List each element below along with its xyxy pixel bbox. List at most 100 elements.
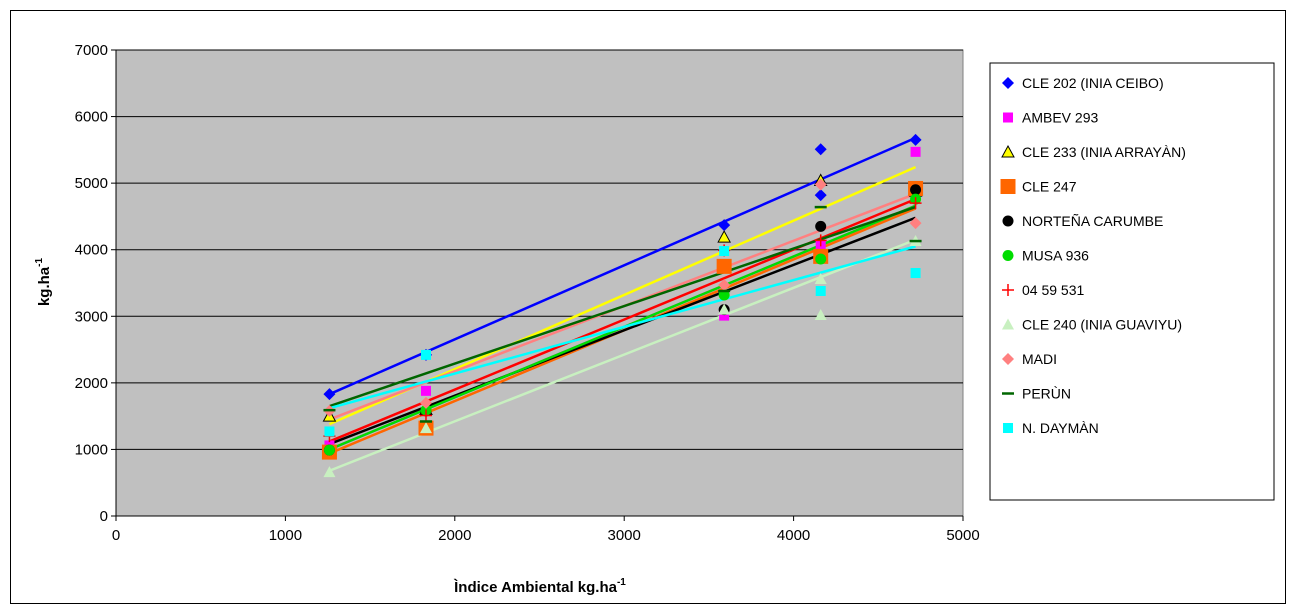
point-s8-2: [718, 278, 731, 291]
legend-label-10: N. DAYMÀN: [1022, 420, 1099, 436]
y-tick-label-7: 7000: [75, 42, 108, 59]
point-s1-4-shape: [910, 146, 921, 157]
point-s10-4-shape: [910, 268, 921, 279]
legend-marker-6: [1002, 284, 1014, 296]
point-s8-4-shape: [909, 217, 922, 230]
legend-marker-4: [1002, 215, 1014, 227]
legend-marker-1-shape: [1003, 112, 1013, 123]
legend-marker-0: [1002, 77, 1014, 89]
point-s1-1: [421, 385, 432, 396]
point-s5-3-shape: [815, 253, 827, 265]
legend-marker-3: [1000, 179, 1016, 194]
point-s0-4-shape: [909, 133, 922, 146]
point-s1-4: [910, 146, 921, 157]
y-tick-label-0: 0: [100, 508, 108, 525]
point-s7-1: [420, 422, 433, 434]
y-tick-label-5: 5000: [75, 175, 108, 192]
legend-marker-7-shape: [1002, 318, 1014, 330]
x-tick-label-1: 1000: [269, 527, 302, 544]
legend-label-7: CLE 240 (INIA GUAVIYU): [1022, 317, 1182, 333]
point-s7-0: [323, 466, 336, 478]
legend-label-3: CLE 247: [1022, 179, 1077, 195]
legend-marker-10: [1003, 423, 1013, 433]
point-s2-2: [717, 230, 731, 243]
legend-marker-2-shape: [1001, 144, 1015, 158]
legend-marker-7: [1002, 318, 1014, 330]
legend-marker-5-shape: [1002, 250, 1014, 261]
point-s1-2: [719, 310, 730, 321]
legend: CLE 202 (INIA CEIBO) AMBEV 293 CLE 233 (IN…: [989, 62, 1275, 501]
point-s5-3: [815, 253, 827, 265]
legend-marker-10-shape: [1003, 423, 1013, 433]
y-tick-label-3: 3000: [75, 308, 108, 325]
legend-marker-5: [1002, 250, 1014, 261]
point-s6-3: [814, 234, 827, 247]
point-s0-2: [718, 219, 731, 232]
legend-marker-8: [1002, 353, 1014, 365]
legend-marker-2: [1001, 144, 1015, 158]
point-s5-0: [323, 444, 335, 456]
point-s10-4: [910, 268, 921, 279]
legend-marker-0-shape: [1002, 77, 1014, 89]
y-tick-label-1: 1000: [75, 441, 108, 458]
point-s0-0-shape: [323, 388, 336, 401]
point-s8-4: [909, 217, 922, 230]
point-s6-4: [909, 197, 922, 210]
point-s7-2: [718, 303, 731, 315]
y-tick-label-6: 6000: [75, 109, 108, 126]
y-tick-label-4: 4000: [75, 242, 108, 259]
point-s10-2: [719, 246, 730, 257]
point-s10-0-shape: [324, 426, 335, 437]
point-s10-3-shape: [815, 285, 826, 296]
point-s3-2: [716, 258, 732, 274]
point-s5-0-shape: [323, 444, 335, 456]
trendline-10: [329, 245, 916, 410]
point-s6-1: [420, 409, 433, 422]
point-s0-2-shape: [718, 219, 731, 232]
point-s8-3: [814, 178, 827, 191]
legend-label-0: CLE 202 (INIA CEIBO): [1022, 75, 1164, 91]
y-axis-title-sup: -1: [34, 258, 45, 267]
legend-label-6: 04 59 531: [1022, 282, 1084, 298]
point-s4-4-shape: [910, 184, 922, 196]
point-s0-extra-0: [814, 189, 827, 202]
point-s10-0: [324, 426, 335, 437]
point-s8-1: [420, 396, 433, 409]
x-axis-title: Ìndice Ambiental kg.ha-1: [453, 577, 626, 596]
legend-box: [989, 62, 1275, 501]
axes: 0 1000 2000 3000 4000 5000 6000 7000 0 1000 2000 30…: [75, 42, 980, 544]
point-s7-extra-0: [814, 273, 827, 285]
y-axis-title: kg.ha-1: [34, 258, 53, 307]
point-s0-extra-0-shape: [814, 189, 827, 202]
x-tick-label-0: 0: [112, 527, 120, 544]
legend-marker-4-shape: [1002, 215, 1014, 227]
point-s10-1-shape: [421, 349, 432, 360]
point-s0-3: [814, 143, 827, 156]
legend-marker-8-shape: [1002, 353, 1014, 365]
point-s7-0-shape: [323, 466, 336, 478]
x-tick-label-5: 5000: [946, 527, 979, 544]
point-s7-1-shape: [420, 422, 433, 434]
point-s2-2-shape: [717, 230, 731, 243]
point-s10-1: [421, 349, 432, 360]
x-tick-label-4: 4000: [777, 527, 810, 544]
x-axis-title-sup: -1: [617, 577, 626, 588]
point-s7-3-shape: [814, 308, 827, 320]
point-s1-1-shape: [421, 385, 432, 396]
point-s8-1-shape: [420, 396, 433, 409]
legend-label-8: MADI: [1022, 351, 1057, 367]
point-s10-3: [815, 285, 826, 296]
legend-label-2: CLE 233 (INIA ARRAYÀN): [1022, 144, 1186, 160]
point-s0-0: [323, 388, 336, 401]
point-s4-3-shape: [815, 220, 827, 232]
point-s10-2-shape: [719, 246, 730, 257]
legend-marker-1: [1003, 112, 1013, 123]
plot-background: [115, 49, 964, 517]
legend-label-9: PERÙN: [1022, 386, 1071, 402]
plot-area: [115, 49, 964, 517]
point-s8-3-shape: [814, 178, 827, 191]
legend-label-1: AMBEV 293: [1022, 110, 1098, 126]
point-s3-2-shape: [716, 258, 732, 274]
point-s0-4: [909, 133, 922, 146]
